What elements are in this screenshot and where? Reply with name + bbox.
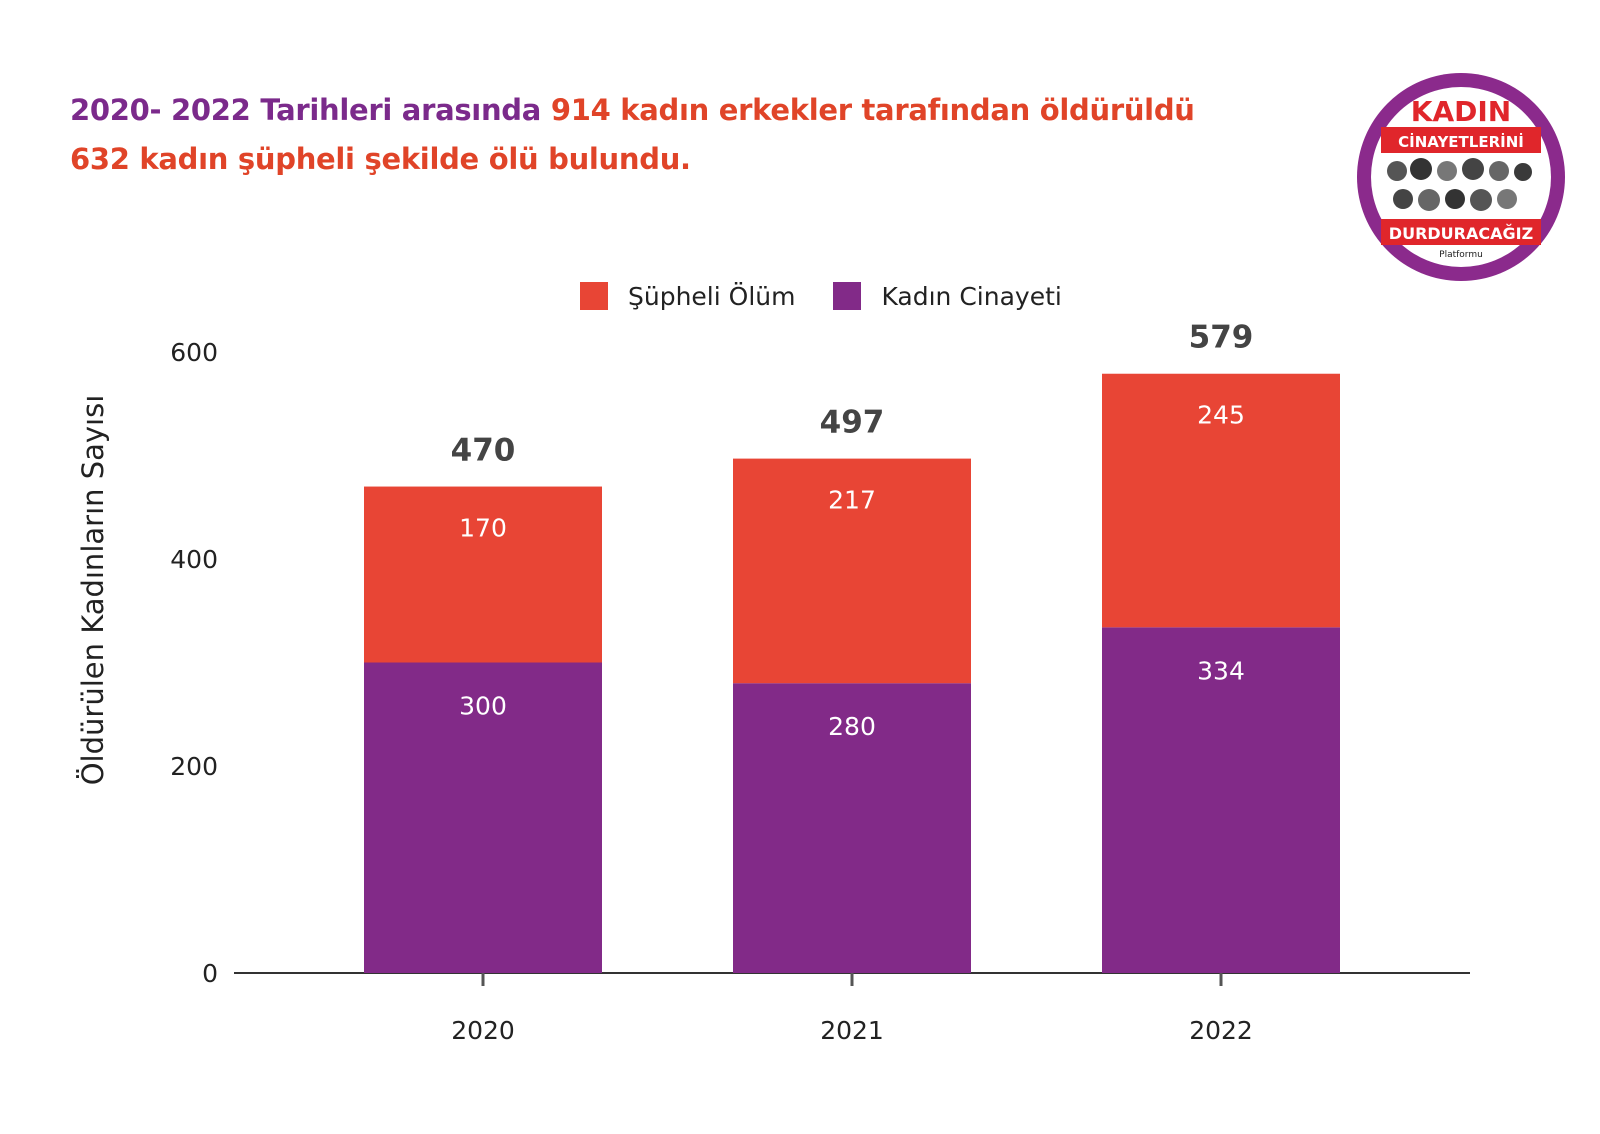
legend-swatch-supheli [580, 282, 608, 310]
logo-faces [1387, 158, 1532, 211]
chart-legend: Şüpheli Ölüm Kadın Cinayeti [580, 276, 1062, 316]
bar-segment [733, 458, 971, 684]
bar-data-label: 217 [828, 486, 876, 515]
logo-text-4: Platformu [1439, 250, 1483, 260]
bar-segment [1102, 373, 1340, 628]
y-axis-title: Öldürülen Kadınların Sayısı [76, 395, 110, 786]
bar-segment [733, 683, 971, 973]
headline-part1: 2020- 2022 Tarihleri arasında [70, 93, 551, 127]
logo-text-3: DURDURACAĞIZ [1389, 224, 1533, 243]
x-tick-label: 2020 [451, 1016, 515, 1045]
bar-total-label: 579 [1189, 320, 1254, 356]
bar-segment [364, 662, 602, 973]
bar-total-label: 470 [451, 433, 516, 469]
legend-label-kadin: Kadın Cinayeti [881, 281, 1062, 311]
headline-line2: 632 kadın şüpheli şekilde ölü bulundu. [70, 142, 691, 176]
logo-band-bottom [1381, 219, 1541, 245]
y-tick-label: 400 [170, 545, 218, 574]
y-tick-label: 0 [202, 959, 218, 988]
bar-segment [1102, 627, 1340, 973]
bar-data-label: 245 [1197, 401, 1245, 430]
legend-item-kadin: Kadın Cinayeti [833, 281, 1062, 311]
legend-item-supheli: Şüpheli Ölüm [580, 282, 795, 311]
headline: 2020- 2022 Tarihleri arasında 914 kadın … [70, 86, 1290, 184]
bar-data-label: 334 [1197, 656, 1245, 685]
x-tick-label: 2022 [1189, 1016, 1253, 1045]
legend-label-supheli: Şüpheli Ölüm [628, 281, 796, 311]
bar-data-label: 300 [459, 692, 507, 721]
logo-text-2: CİNAYETLERİNİ [1398, 132, 1524, 151]
bar-data-label: 280 [828, 712, 876, 741]
headline-part2: 914 kadın erkekler tarafından öldürüldü [550, 93, 1195, 127]
bar-data-label: 170 [459, 514, 507, 543]
logo-text-1: KADIN [1411, 95, 1511, 128]
platform-logo: KADIN CİNAYETLERİNİ DURDURACAĞIZ Platfor… [1355, 71, 1567, 283]
logo-band-top [1381, 127, 1541, 153]
legend-swatch-kadin [833, 282, 862, 310]
y-tick-label: 200 [170, 752, 218, 781]
bar-total-label: 497 [820, 405, 885, 441]
x-tick-label: 2021 [820, 1016, 884, 1045]
bar-segment [364, 486, 602, 663]
y-tick-label: 600 [170, 338, 218, 367]
